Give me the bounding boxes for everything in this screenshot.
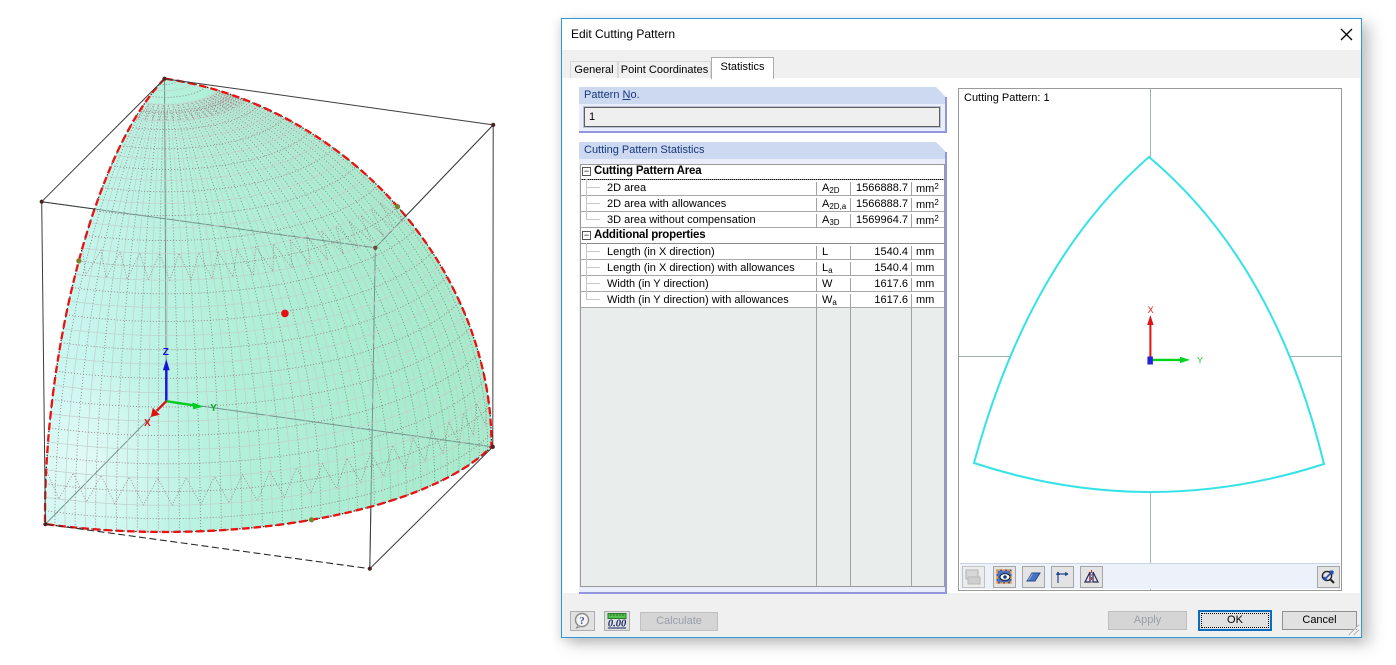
svg-text:X: X [1148,305,1154,315]
svg-text:?: ? [579,615,585,627]
svg-text:0.00: 0.00 [608,619,627,630]
svg-text:Z: Z [163,347,169,358]
svg-text:Y: Y [1197,356,1203,366]
svg-text:X: X [144,418,151,429]
svg-text:Y: Y [210,403,217,414]
